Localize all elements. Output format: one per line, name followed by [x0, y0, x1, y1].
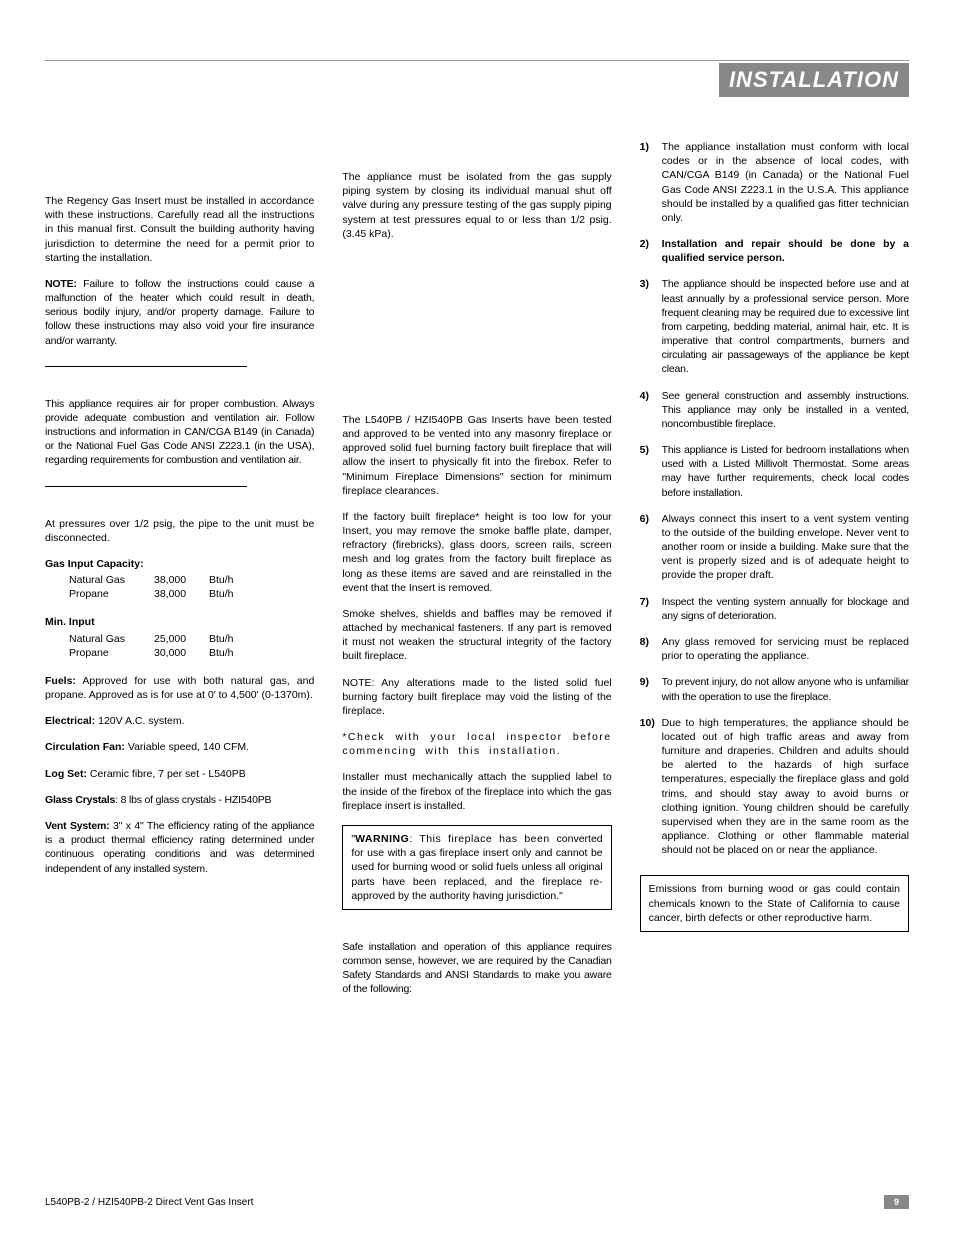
logset-label: Log Set:: [45, 768, 87, 780]
vent-label: Vent System:: [45, 820, 109, 832]
glass-label: Glass Crystals: [45, 794, 115, 806]
pressure-paragraph: At pressures over 1/2 psig, the pipe to …: [45, 517, 314, 545]
combustion-air-paragraph: This appliance requires air for proper c…: [45, 397, 314, 468]
list-item: 8)Any glass removed for servicing must b…: [640, 635, 909, 663]
fuel-cell: Natural Gas: [69, 573, 154, 587]
item-number: 5): [640, 443, 662, 500]
factory-fireplace-paragraph: If the factory built fireplace* height i…: [342, 510, 611, 595]
fuel-cell: Natural Gas: [69, 632, 154, 646]
glass-spec: Glass Crystals: 8 lbs of glass crystals …: [45, 793, 314, 807]
logset-spec: Log Set: Ceramic fibre, 7 per set - L540…: [45, 767, 314, 781]
list-item: 3)The appliance should be inspected befo…: [640, 277, 909, 376]
vent-spec: Vent System: 3" x 4" The efficiency rati…: [45, 819, 314, 876]
min-input-heading: Min. Input: [45, 615, 314, 629]
content-columns: The Regency Gas Insert must be installed…: [45, 140, 909, 1009]
glass-body: : 8 lbs of glass crystals - HZI540PB: [115, 794, 271, 806]
fuels-spec: Fuels: Approved for use with both natura…: [45, 674, 314, 702]
list-item: 6)Always connect this insert to a vent s…: [640, 512, 909, 583]
item-text: Installation and repair should be done b…: [662, 237, 909, 265]
page-title: INSTALLATION: [719, 63, 909, 97]
value-cell: 38,000: [154, 587, 209, 601]
list-item: 5)This appliance is Listed for bedroom i…: [640, 443, 909, 500]
isolation-paragraph: The appliance must be isolated from the …: [342, 170, 611, 241]
item-text-bold: Installation and repair should be done b…: [662, 238, 909, 264]
note-body: Failure to follow the instructions could…: [45, 278, 314, 347]
item-number: 1): [640, 140, 662, 225]
unit-cell: Btu/h: [209, 587, 259, 601]
table-row: Propane30,000Btu/h: [45, 646, 314, 660]
min-input-table: Min. Input Natural Gas25,000Btu/h Propan…: [45, 615, 314, 660]
item-number: 7): [640, 595, 662, 623]
fan-label: Circulation Fan:: [45, 741, 125, 753]
fuel-cell: Propane: [69, 587, 154, 601]
value-cell: 30,000: [154, 646, 209, 660]
gas-input-capacity-table: Gas Input Capacity: Natural Gas38,000Btu…: [45, 557, 314, 602]
requirements-list: 1)The appliance installation must confor…: [640, 140, 909, 857]
item-number: 10): [640, 716, 662, 858]
intro-paragraph: The Regency Gas Insert must be installed…: [45, 194, 314, 265]
fan-body: Variable speed, 140 CFM.: [125, 741, 249, 753]
value-cell: 25,000: [154, 632, 209, 646]
item-text: Inspect the venting system annually for …: [662, 595, 909, 623]
unit-cell: Btu/h: [209, 632, 259, 646]
page-number: 9: [884, 1195, 909, 1209]
list-item: 10)Due to high temperatures, the applian…: [640, 716, 909, 858]
emissions-box: Emissions from burning wood or gas could…: [640, 875, 909, 932]
item-text: The appliance should be inspected before…: [662, 277, 909, 376]
fan-spec: Circulation Fan: Variable speed, 140 CFM…: [45, 740, 314, 754]
warning-body-lead: : This fireplace has been: [409, 833, 556, 845]
list-item: 4)See general construction and assembly …: [640, 389, 909, 432]
item-number: 6): [640, 512, 662, 583]
column-1: The Regency Gas Insert must be installed…: [45, 140, 314, 1009]
inspector-note: *Check with your local inspector before …: [342, 730, 611, 758]
item-text: Always connect this insert to a vent sys…: [662, 512, 909, 583]
fuels-body: Approved for use with both natural gas, …: [45, 675, 314, 701]
item-text: Due to high temperatures, the appliance …: [662, 716, 909, 858]
smoke-shelves-paragraph: Smoke shelves, shields and baffles may b…: [342, 607, 611, 664]
item-text: Any glass removed for servicing must be …: [662, 635, 909, 663]
column-2: The appliance must be isolated from the …: [342, 140, 611, 1009]
safe-install-paragraph: Safe installation and operation of this …: [342, 940, 611, 997]
divider-2: [45, 486, 247, 487]
fuels-label: Fuels:: [45, 675, 76, 687]
footer: L540PB-2 / HZI540PB-2 Direct Vent Gas In…: [45, 1195, 909, 1209]
electrical-spec: Electrical: 120V A.C. system.: [45, 714, 314, 728]
alterations-note: NOTE: Any alterations made to the listed…: [342, 676, 611, 719]
electrical-label: Electrical:: [45, 715, 95, 727]
warning-box: "WARNING: This fireplace has been conver…: [342, 825, 611, 910]
item-number: 9): [640, 675, 662, 703]
item-text: The appliance installation must conform …: [662, 140, 909, 225]
label-attach-paragraph: Installer must mechanically attach the s…: [342, 770, 611, 813]
item-number: 8): [640, 635, 662, 663]
table-row: Natural Gas25,000Btu/h: [45, 632, 314, 646]
warning-label: WARNING: [355, 833, 409, 845]
divider-1: [45, 366, 247, 367]
electrical-body: 120V A.C. system.: [95, 715, 184, 727]
table-row: Propane38,000Btu/h: [45, 587, 314, 601]
vent-approval-paragraph: The L540PB / HZI540PB Gas Inserts have b…: [342, 413, 611, 498]
item-text: See general construction and assembly in…: [662, 389, 909, 432]
list-item: 2)Installation and repair should be done…: [640, 237, 909, 265]
footer-product: L540PB-2 / HZI540PB-2 Direct Vent Gas In…: [45, 1197, 253, 1208]
unit-cell: Btu/h: [209, 573, 259, 587]
logset-body: Ceramic fibre, 7 per set - L540PB: [87, 768, 246, 780]
item-text: To prevent injury, do not allow anyone w…: [662, 675, 909, 703]
value-cell: 38,000: [154, 573, 209, 587]
header-rule: [45, 60, 909, 61]
table-row: Natural Gas38,000Btu/h: [45, 573, 314, 587]
column-3: 1)The appliance installation must confor…: [640, 140, 909, 1009]
note-label: NOTE:: [45, 278, 77, 290]
gas-input-heading: Gas Input Capacity:: [45, 557, 314, 571]
item-number: 3): [640, 277, 662, 376]
note-paragraph: NOTE: Failure to follow the instructions…: [45, 277, 314, 348]
unit-cell: Btu/h: [209, 646, 259, 660]
list-item: 7)Inspect the venting system annually fo…: [640, 595, 909, 623]
item-number: 2): [640, 237, 662, 265]
list-item: 9)To prevent injury, do not allow anyone…: [640, 675, 909, 703]
item-number: 4): [640, 389, 662, 432]
item-text: This appliance is Listed for bedroom ins…: [662, 443, 909, 500]
fuel-cell: Propane: [69, 646, 154, 660]
list-item: 1)The appliance installation must confor…: [640, 140, 909, 225]
